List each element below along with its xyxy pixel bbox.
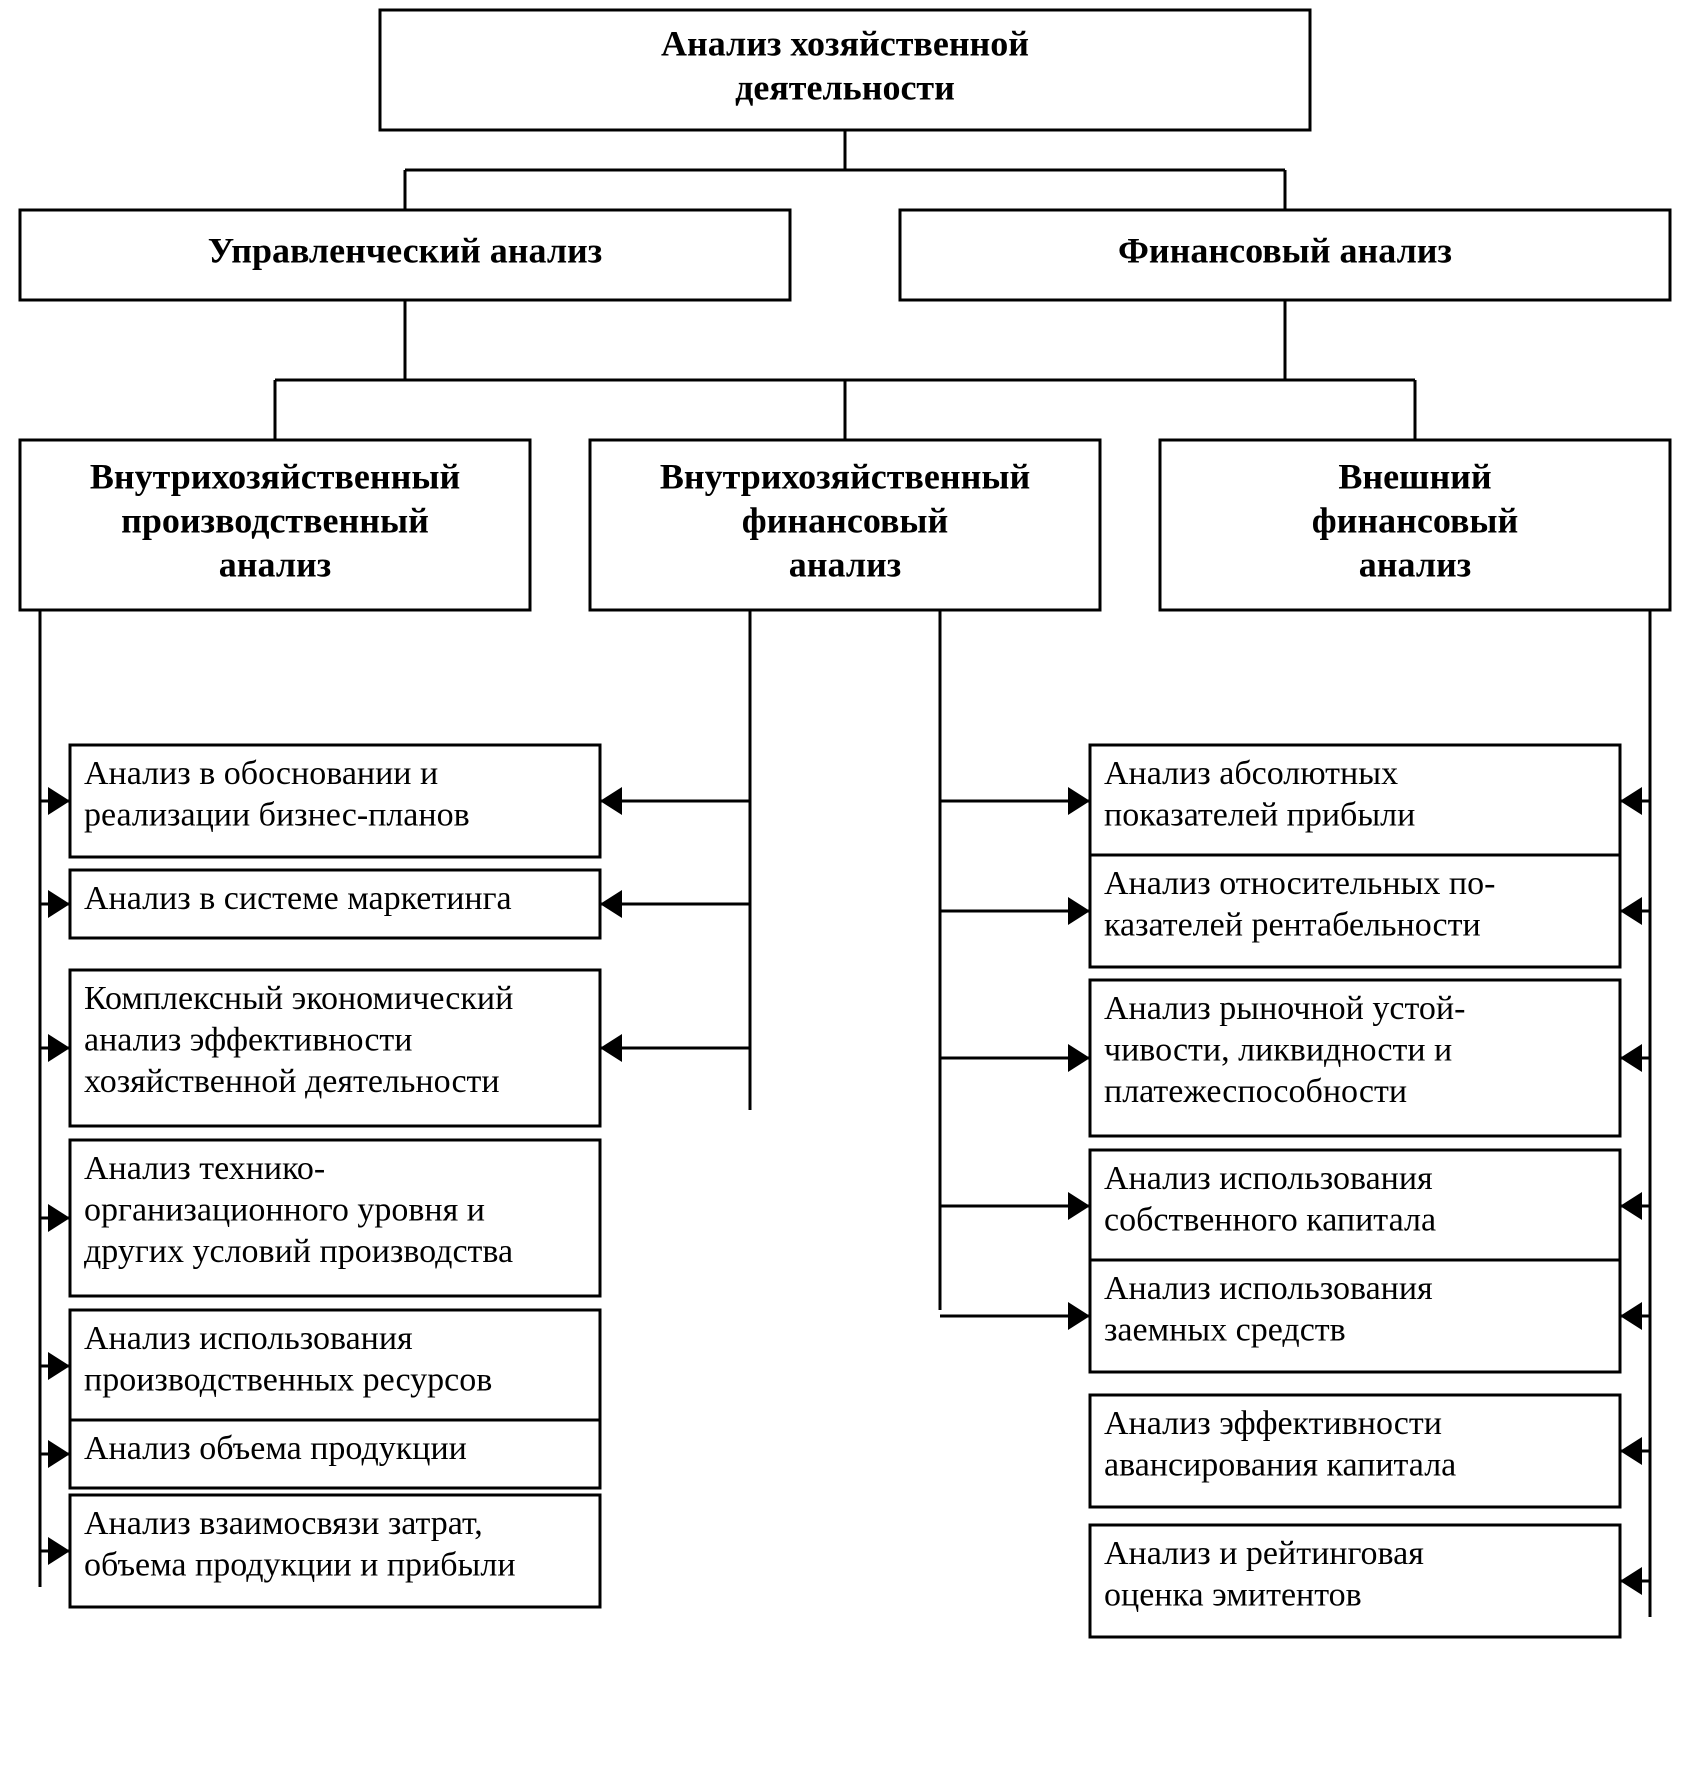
svg-text:Финансовый анализ: Финансовый анализ [1118,231,1452,271]
arrow-icon [1620,787,1642,815]
svg-text:Анализ эффективности: Анализ эффективности [1104,1405,1442,1442]
svg-text:Анализ технико-: Анализ технико- [84,1150,325,1187]
arrow-icon [1620,1192,1642,1220]
svg-text:собственного капитала: собственного капитала [1104,1202,1436,1239]
svg-text:заемных средств: заемных средств [1104,1312,1346,1349]
list-item-label: Анализ объема продукции [84,1430,467,1467]
svg-text:оценка эмитентов: оценка эмитентов [1104,1577,1362,1614]
arrow-icon [48,1352,70,1380]
arrow-icon [1068,897,1090,925]
arrow-icon [600,787,622,815]
arrow-icon [1068,1192,1090,1220]
diagram-canvas: Анализ хозяйственнойдеятельности Управлен… [0,0,1694,1776]
arrow-icon [1068,787,1090,815]
svg-text:чивости, ликвидности и: чивости, ликвидности и [1104,1032,1452,1069]
arrow-icon [48,1034,70,1062]
arrow-icon [48,1537,70,1565]
svg-text:анализ эффективности: анализ эффективности [84,1022,412,1059]
svg-text:хозяйственной деятельности: хозяйственной деятельности [84,1063,500,1100]
list-item-label: Анализ в системе маркетинга [84,880,512,917]
arrow-icon [1620,1302,1642,1330]
svg-text:Анализ хозяйственной: Анализ хозяйственной [661,24,1029,64]
svg-text:показателей прибыли: показателей прибыли [1104,797,1415,834]
svg-text:организационного уровня и: организационного уровня и [84,1192,485,1229]
svg-text:Внешний: Внешний [1338,457,1491,497]
svg-text:Анализ использования: Анализ использования [84,1320,413,1357]
arrow-icon [48,787,70,815]
svg-text:казателей рентабельности: казателей рентабельности [1104,907,1481,944]
svg-text:реализации бизнес-планов: реализации бизнес-планов [84,797,470,834]
svg-text:производственных ресурсов: производственных ресурсов [84,1362,492,1399]
svg-text:Внутрихозяйственный: Внутрихозяйственный [660,457,1030,497]
svg-text:авансирования капитала: авансирования капитала [1104,1447,1456,1484]
svg-text:Анализ относительных по-: Анализ относительных по- [1104,865,1495,902]
arrow-icon [1068,1044,1090,1072]
svg-text:Внутрихозяйственный: Внутрихозяйственный [90,457,460,497]
svg-text:Анализ рыночной устой-: Анализ рыночной устой- [1104,990,1465,1027]
svg-text:анализ: анализ [789,545,901,585]
arrow-icon [48,890,70,918]
arrow-icon [1620,897,1642,925]
node-l2-1-label: Финансовый анализ [1118,231,1452,271]
arrow-icon [1068,1302,1090,1330]
arrow-icon [1620,1044,1642,1072]
svg-text:производственный: производственный [121,501,429,541]
svg-text:анализ: анализ [1359,545,1471,585]
svg-text:объема продукции и прибыли: объема продукции и прибыли [84,1547,516,1584]
svg-text:финансовый: финансовый [1312,501,1519,541]
arrow-icon [1620,1437,1642,1465]
svg-text:Анализ и рейтинговая: Анализ и рейтинговая [1104,1535,1424,1572]
node-l2-0-label: Управленческий анализ [208,231,603,271]
svg-text:Анализ абсолютных: Анализ абсолютных [1104,755,1398,792]
svg-text:анализ: анализ [219,545,331,585]
svg-text:других условий производства: других условий производства [84,1233,513,1270]
arrow-icon [600,890,622,918]
arrow-icon [600,1034,622,1062]
svg-text:деятельности: деятельности [735,68,955,108]
svg-text:Анализ использования: Анализ использования [1104,1160,1433,1197]
svg-text:Анализ в обосновании и: Анализ в обосновании и [84,755,438,792]
svg-text:Анализ в системе маркетинга: Анализ в системе маркетинга [84,880,512,917]
arrow-icon [48,1204,70,1232]
svg-text:Анализ объема продукции: Анализ объема продукции [84,1430,467,1467]
arrow-icon [1620,1567,1642,1595]
svg-text:Управленческий анализ: Управленческий анализ [208,231,603,271]
svg-text:Анализ взаимосвязи затрат,: Анализ взаимосвязи затрат, [84,1505,483,1542]
arrow-icon [48,1440,70,1468]
svg-text:Анализ использования: Анализ использования [1104,1270,1433,1307]
svg-text:финансовый: финансовый [742,501,949,541]
svg-text:Комплексный экономический: Комплексный экономический [84,980,513,1017]
svg-text:платежеспособности: платежеспособности [1104,1073,1407,1110]
